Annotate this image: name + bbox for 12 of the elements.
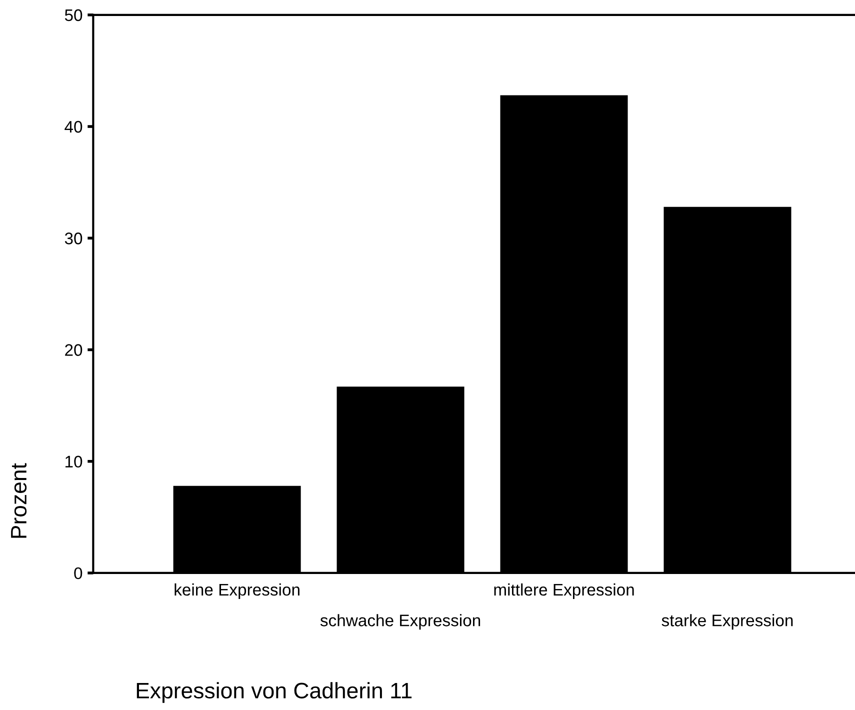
x-tick-label: schwache Expression xyxy=(320,614,480,630)
x-tick-label: keine Expression xyxy=(174,583,300,599)
y-tick-label: 50 xyxy=(64,9,82,22)
y-tick-label: 40 xyxy=(64,120,82,133)
x-tick-label: mittlere Expression xyxy=(494,583,634,599)
x-axis-title: Expression von Cadherin 11 xyxy=(136,682,412,703)
y-tick-label: 0 xyxy=(74,567,82,580)
y-tick-label: 30 xyxy=(64,232,82,244)
y-tick-label: 10 xyxy=(66,456,82,468)
y-tick-label: 20 xyxy=(65,344,82,356)
y-axis-title: Prozent xyxy=(11,463,27,538)
x-tick-label: starke Expression xyxy=(662,614,793,630)
